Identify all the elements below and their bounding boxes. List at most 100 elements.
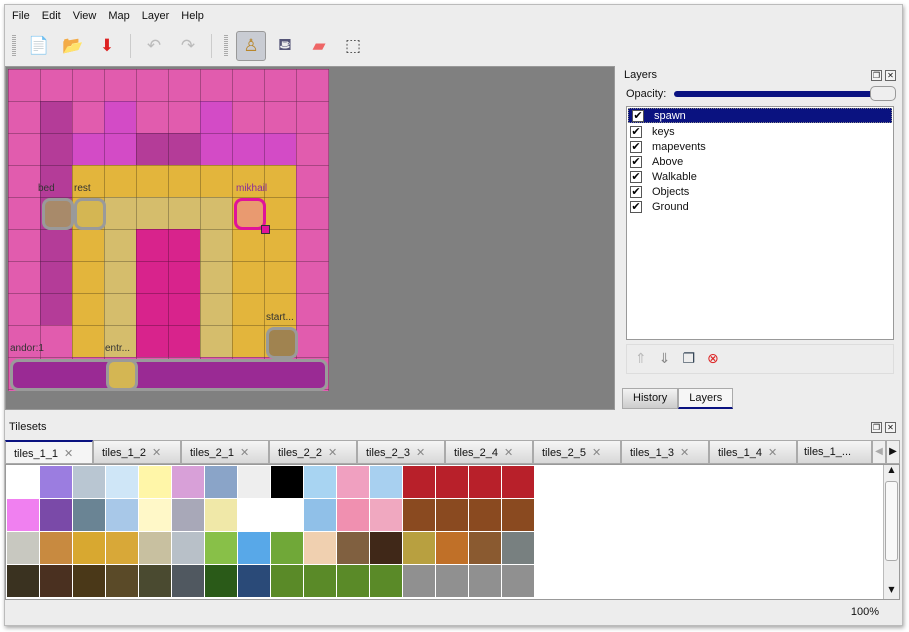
layer-row[interactable]: ✔ keys	[627, 124, 893, 139]
tileset-tile[interactable]	[40, 565, 72, 597]
close-icon[interactable]: ✕	[885, 422, 896, 433]
tileset-tile[interactable]	[403, 466, 435, 498]
eraser-icon[interactable]: ▰	[312, 36, 326, 56]
tileset-tile[interactable]	[172, 565, 204, 597]
tileset-tile[interactable]	[139, 466, 171, 498]
tileset-tile[interactable]	[502, 565, 534, 597]
tab-layers[interactable]: Layers	[678, 388, 734, 409]
layer-row[interactable]: ✔ Walkable	[627, 169, 893, 184]
tileset-tile[interactable]	[304, 565, 336, 597]
tab-scroll-right-icon[interactable]: ▶	[886, 440, 900, 464]
layer-row[interactable]: ✔ Objects	[627, 184, 893, 199]
tileset-tile[interactable]	[139, 532, 171, 564]
tileset-tile[interactable]	[502, 499, 534, 531]
tileset-tile[interactable]	[337, 532, 369, 564]
tileset-tile[interactable]	[7, 532, 39, 564]
tileset-tile[interactable]	[7, 499, 39, 531]
tileset-tile[interactable]	[304, 499, 336, 531]
scroll-down-icon[interactable]: ▼	[888, 585, 895, 594]
visibility-checkbox[interactable]: ✔	[630, 124, 642, 138]
stamp-brush-icon[interactable]: ♙	[236, 31, 266, 61]
close-tab-icon[interactable]: ✕	[328, 446, 338, 459]
map-object-rest[interactable]	[74, 198, 106, 230]
tileset-tile[interactable]	[172, 532, 204, 564]
map-object-mikhail[interactable]	[234, 198, 266, 230]
layer-row[interactable]: ✔ Ground	[627, 199, 893, 214]
visibility-checkbox[interactable]: ✔	[630, 154, 642, 168]
tileset-tile[interactable]	[172, 466, 204, 498]
tileset-tile[interactable]	[106, 565, 138, 597]
menu-layer[interactable]: Layer	[141, 10, 170, 22]
tileset-tile[interactable]	[370, 499, 402, 531]
new-icon[interactable]: 📄	[28, 36, 50, 56]
visibility-checkbox[interactable]: ✔	[630, 139, 642, 153]
tileset-tile[interactable]	[205, 499, 237, 531]
close-tab-icon[interactable]: ✕	[768, 446, 778, 459]
tileset-tile[interactable]	[469, 466, 501, 498]
tileset-tile[interactable]	[370, 532, 402, 564]
tileset-view[interactable]: ▲ ▼	[5, 464, 900, 600]
scrollbar-thumb[interactable]	[885, 481, 898, 561]
remove-layer-icon[interactable]: ⊗	[707, 351, 719, 367]
vertical-scrollbar[interactable]: ▲ ▼	[883, 465, 899, 599]
tileset-tile[interactable]	[40, 532, 72, 564]
tileset-tile[interactable]	[403, 532, 435, 564]
layer-row[interactable]: ✔ Above	[627, 154, 893, 169]
close-tab-icon[interactable]: ✕	[680, 446, 690, 459]
tab-scroll-left-icon[interactable]: ◀	[872, 440, 886, 464]
tileset-tile[interactable]	[271, 466, 303, 498]
tileset-tile[interactable]	[337, 466, 369, 498]
visibility-checkbox[interactable]: ✔	[630, 199, 642, 213]
tileset-tile[interactable]	[271, 532, 303, 564]
tileset-tab[interactable]: tiles_1_4 ✕	[709, 440, 797, 464]
close-tab-icon[interactable]: ✕	[416, 446, 426, 459]
close-tab-icon[interactable]: ✕	[504, 446, 514, 459]
tileset-tile[interactable]	[139, 565, 171, 597]
bucket-fill-icon[interactable]: ⛾	[278, 35, 292, 55]
tileset-tile[interactable]	[403, 565, 435, 597]
visibility-checkbox[interactable]: ✔	[632, 108, 644, 122]
tileset-tile[interactable]	[436, 499, 468, 531]
opacity-slider-handle[interactable]	[870, 86, 896, 101]
open-icon[interactable]: 📂	[62, 36, 84, 56]
tileset-tile[interactable]	[337, 499, 369, 531]
map-object-entrance[interactable]	[106, 359, 138, 391]
toolbar-grip[interactable]	[224, 35, 228, 57]
tileset-tile[interactable]	[73, 466, 105, 498]
layer-row[interactable]: ✔ spawn	[628, 108, 892, 123]
menu-view[interactable]: View	[72, 10, 97, 22]
close-tab-icon[interactable]: ✕	[240, 446, 250, 459]
map-object-start[interactable]	[266, 327, 298, 359]
close-tab-icon[interactable]: ✕	[152, 446, 162, 459]
tileset-tile[interactable]	[106, 466, 138, 498]
tileset-tile[interactable]	[73, 499, 105, 531]
tileset-tile[interactable]	[469, 565, 501, 597]
tab-history[interactable]: History	[622, 388, 679, 409]
tileset-tile[interactable]	[502, 532, 534, 564]
tileset-tab[interactable]: tiles_1_1 ✕	[5, 440, 93, 464]
close-icon[interactable]: ✕	[885, 70, 896, 81]
scroll-up-icon[interactable]: ▲	[888, 465, 895, 474]
tileset-tile[interactable]	[271, 565, 303, 597]
opacity-slider[interactable]	[674, 86, 896, 101]
save-icon[interactable]: ⬇	[99, 36, 115, 56]
visibility-checkbox[interactable]: ✔	[630, 169, 642, 183]
tileset-tile[interactable]	[502, 466, 534, 498]
tileset-tab[interactable]: tiles_1_3 ✕	[621, 440, 709, 464]
tileset-tile[interactable]	[40, 466, 72, 498]
duplicate-layer-icon[interactable]: ❐	[682, 351, 696, 367]
tileset-tile[interactable]	[238, 532, 270, 564]
tileset-tile[interactable]	[238, 466, 270, 498]
visibility-checkbox[interactable]: ✔	[630, 184, 642, 198]
tileset-tab[interactable]: tiles_1_2 ✕	[93, 440, 181, 464]
layer-list[interactable]: ✔ spawn ✔ keys ✔ mapevents ✔ Above ✔ Walkable ✔ Obj…	[626, 106, 894, 340]
tileset-tile[interactable]	[73, 565, 105, 597]
map-canvas[interactable]: bed rest mikhail start... andor:1 entr..…	[8, 69, 329, 391]
menu-edit[interactable]: Edit	[41, 10, 61, 22]
tileset-tile[interactable]	[205, 565, 237, 597]
map-object-bed[interactable]	[42, 198, 74, 230]
map-object-andor[interactable]	[10, 359, 328, 391]
tileset-tile[interactable]	[436, 532, 468, 564]
tileset-tile[interactable]	[106, 532, 138, 564]
toolbar-grip[interactable]	[12, 35, 16, 57]
